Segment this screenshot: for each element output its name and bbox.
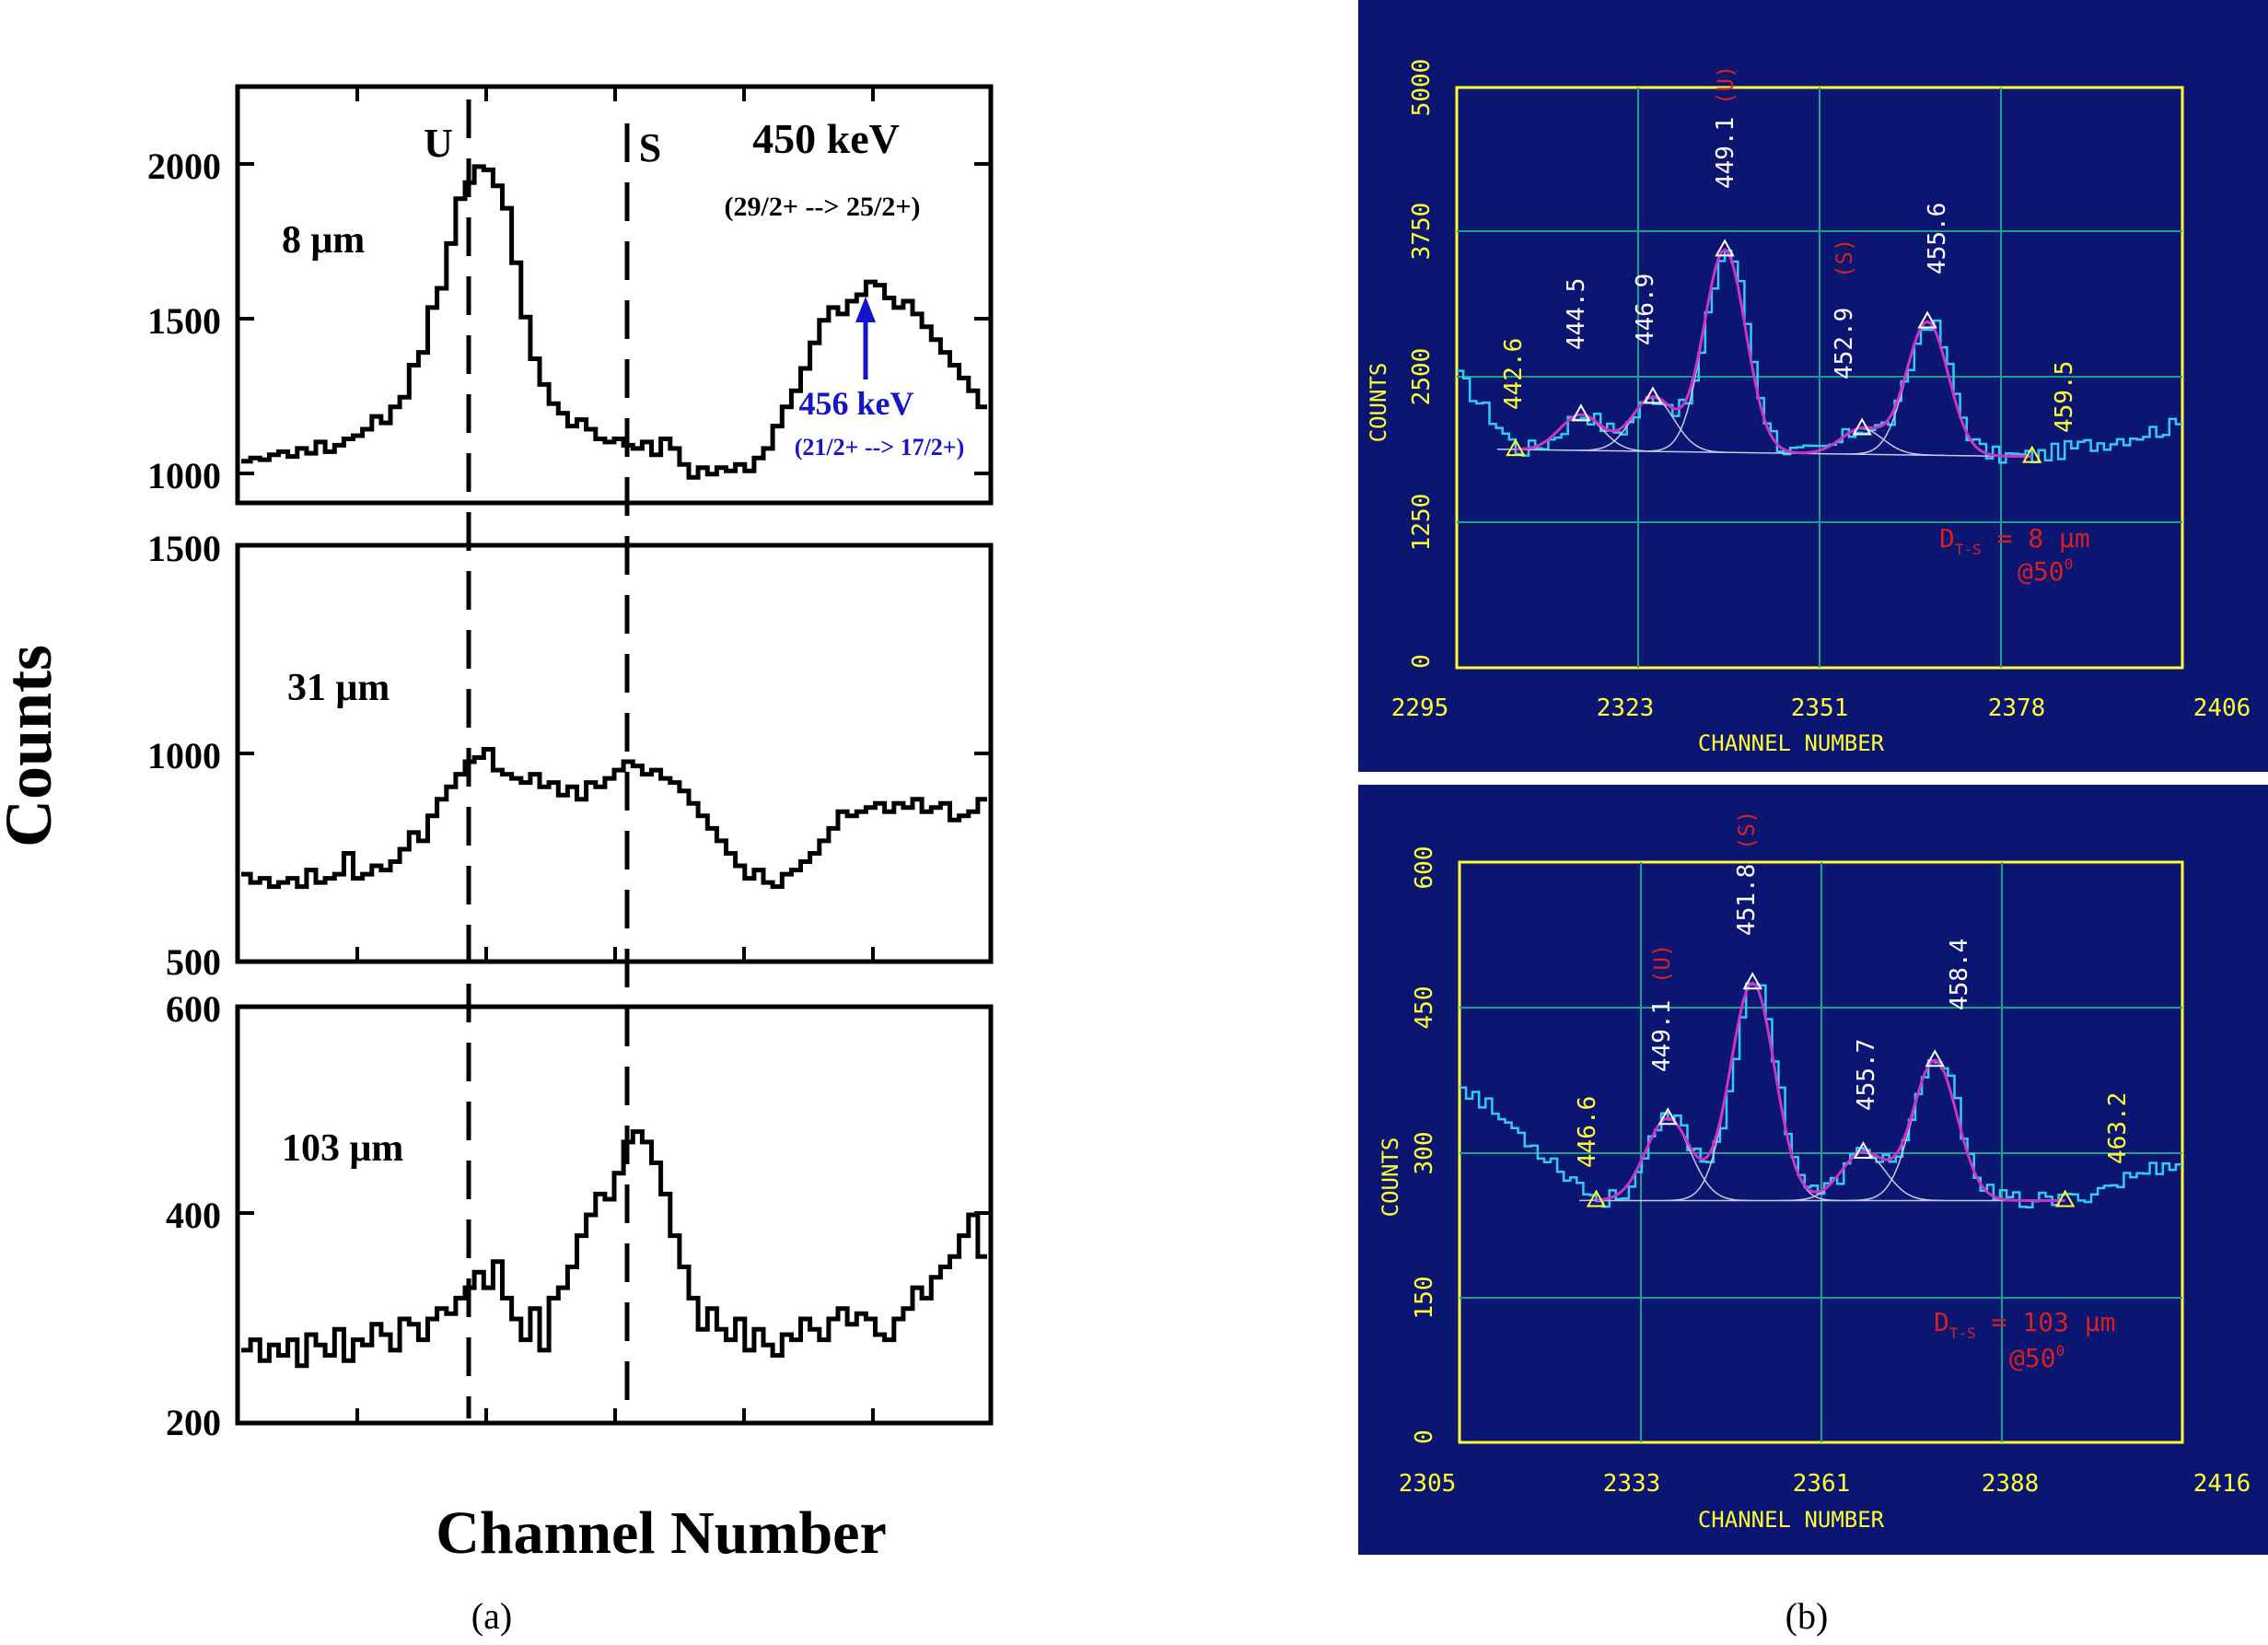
ytick-label: 400 <box>166 1195 221 1236</box>
peak-label-458-4: 458.4 <box>1946 939 1973 1010</box>
limit-label-442-6: 442.6 <box>1500 338 1528 410</box>
xtick-label: 2361 <box>1793 1470 1851 1498</box>
xtick-label: 2323 <box>1597 694 1655 722</box>
peak-marker-449-1 <box>1715 239 1735 257</box>
ytick-label: 1500 <box>147 300 221 342</box>
ytick-label: 1500 <box>147 528 221 569</box>
ytick-label: 1000 <box>147 735 221 776</box>
panel-b-top: 5000 3750 2500 1250 0 COUNTS 2295 2323 2… <box>1358 0 2268 772</box>
peak-label-446-9: 446.9 <box>1632 274 1659 345</box>
ytick-label: 150 <box>1411 1277 1438 1320</box>
red-tag-u: (U) <box>1713 65 1739 105</box>
peak-marker-444-5 <box>1571 403 1591 422</box>
ytick-label: 2000 <box>147 146 221 187</box>
y-axis-label: COUNTS <box>1378 1138 1403 1218</box>
ytick-label: 300 <box>1411 1132 1438 1175</box>
xtick-label: 2388 <box>1982 1470 2040 1498</box>
ytick-label: 600 <box>166 988 221 1030</box>
marker-u: U <box>424 121 453 166</box>
subplot-label-103um: 103 μm <box>282 1127 403 1170</box>
arrowhead-icon <box>855 297 876 322</box>
peak-marker-455-6 <box>1917 310 1937 329</box>
xtick-label: 2305 <box>1399 1470 1457 1498</box>
peak-markers-bottom <box>1586 972 2076 1208</box>
limit-label-446-6: 446.6 <box>1574 1096 1601 1168</box>
limit-label-463-2: 463.2 <box>2104 1092 2132 1164</box>
peak-marker-459-5 <box>2022 445 2042 463</box>
panel-b-bottom-background <box>1358 785 2268 1555</box>
caption-b: (b) <box>1785 1595 1829 1637</box>
peak-label-444-5: 444.5 <box>1563 278 1590 350</box>
peak-marker-455-7 <box>1853 1140 1874 1159</box>
ytick-label: 500 <box>166 941 221 983</box>
spectrum-103um <box>241 1129 987 1369</box>
red-tag-u: (U) <box>1649 944 1675 984</box>
spectrum-31um <box>241 747 987 890</box>
ytick-label: 2500 <box>1408 348 1436 406</box>
y-axis-label: COUNTS <box>1366 363 1391 443</box>
distance-label-top: DT-S = 8 μm <box>1939 523 2090 558</box>
panel-b-bottom: 600 450 300 150 0 COUNTS 2305 2333 2361 … <box>1358 785 2268 1555</box>
xtick-label: 2416 <box>2193 1470 2251 1498</box>
peak-label-449-1: 449.1 <box>1648 1000 1676 1072</box>
peak-label-451-8: 451.8 <box>1733 864 1761 936</box>
ytick-label: 450 <box>1411 986 1438 1030</box>
x-axis-label: CHANNEL NUMBER <box>1698 1507 1885 1533</box>
grid-bottom <box>1460 862 2182 1442</box>
tick-marks <box>238 87 991 1423</box>
angle-label-top: @500 <box>2018 555 2073 587</box>
title-450kev-transition: (29/2+ --> 25/2+) <box>725 192 921 222</box>
ytick-label: 5000 <box>1408 59 1436 117</box>
ytick-label: 1000 <box>147 455 221 496</box>
ytick-label: 0 <box>1408 654 1436 669</box>
peak-marker-451-8 <box>1742 972 1762 990</box>
marker-s: S <box>639 125 661 170</box>
xtick-label: 2406 <box>2193 694 2251 722</box>
peak-label-455-6: 455.6 <box>1924 203 1951 274</box>
spectrum-8um <box>241 164 987 480</box>
caption-a: (a) <box>471 1595 512 1637</box>
peak-marker-458-4 <box>1925 1049 1945 1068</box>
subplot-label-31um: 31 μm <box>287 667 390 709</box>
xtick-label: 2333 <box>1603 1470 1661 1498</box>
subplot-frame-31um <box>235 542 994 964</box>
angle-label-bottom: @500 <box>2009 1342 2064 1373</box>
peak-label-449-1: 449.1 <box>1712 117 1739 189</box>
y-axis-label: Counts <box>0 645 65 847</box>
xtick-label: 2378 <box>1988 694 2046 722</box>
peak-marker-463-2 <box>2054 1189 2076 1208</box>
distance-label-bottom: DT-S = 103 μm <box>1934 1307 2115 1342</box>
title-450kev: 450 keV <box>752 115 900 162</box>
subplot-label-8um: 8 μm <box>282 219 365 262</box>
x-axis-label: Channel Number <box>436 1499 887 1567</box>
ytick-label: 600 <box>1411 846 1438 890</box>
ytick-label: 3750 <box>1408 203 1436 261</box>
fit-curve-top <box>1515 248 2032 459</box>
ytick-label: 1250 <box>1408 494 1436 552</box>
annotation-456kev: 456 keV <box>799 385 914 422</box>
peak-label-452-9: 452.9 <box>1831 308 1858 379</box>
ytick-label: 200 <box>166 1402 221 1443</box>
red-tag-s: (S) <box>1832 239 1857 278</box>
red-tag-s: (S) <box>1734 811 1760 850</box>
peak-marker-446-9 <box>1643 386 1663 404</box>
panel-a: Counts 2000 1500 1000 1500 1000 500 600 … <box>0 84 994 1637</box>
ytick-label: 0 <box>1411 1429 1438 1444</box>
peak-marker-446-6 <box>1586 1189 1607 1208</box>
x-axis-label: CHANNEL NUMBER <box>1698 730 1885 756</box>
panel-b-top-background <box>1358 0 2268 772</box>
limit-label-459-5: 459.5 <box>2051 361 2078 433</box>
peak-label-455-7: 455.7 <box>1853 1039 1880 1111</box>
peak-marker-442-6 <box>1506 438 1526 457</box>
peak-marker-449-1 <box>1657 1107 1679 1126</box>
peak-marker-452-9 <box>1852 417 1872 436</box>
peak-markers-top <box>1506 239 2042 463</box>
xtick-label: 2351 <box>1791 694 1849 722</box>
annotation-456kev-transition: (21/2+ --> 17/2+) <box>795 434 965 461</box>
grid-top <box>1457 88 2182 668</box>
xtick-label: 2295 <box>1391 694 1449 722</box>
